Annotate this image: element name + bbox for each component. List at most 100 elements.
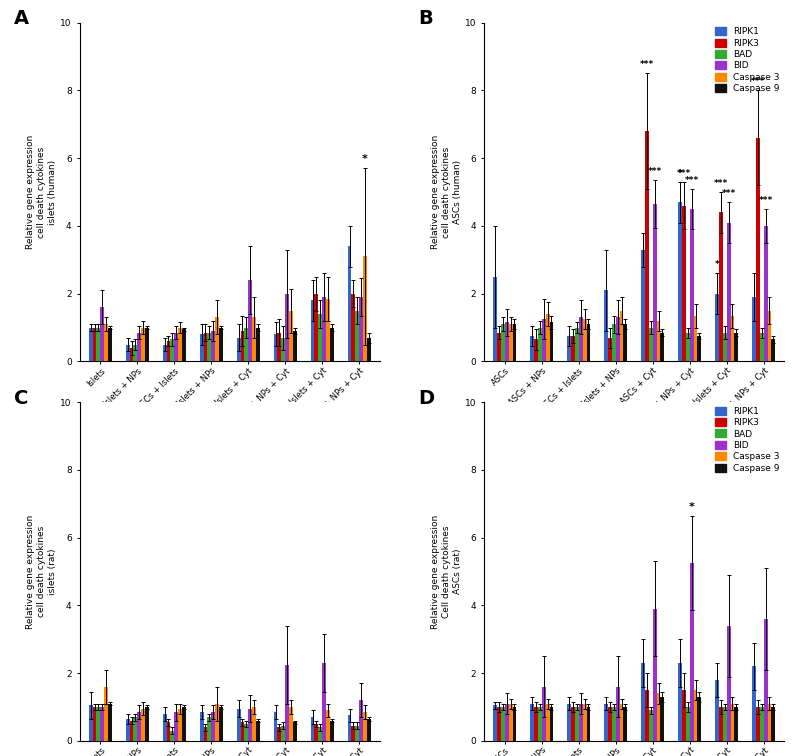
Bar (170, 339, 174, 361)
Bar (104, 324, 108, 361)
Bar (542, 319, 546, 361)
Bar (282, 726, 286, 741)
Bar (767, 311, 771, 361)
Bar (726, 626, 730, 741)
Bar (661, 697, 664, 741)
Bar (237, 708, 241, 741)
Bar (97, 707, 100, 741)
Bar (130, 720, 134, 741)
Bar (657, 693, 661, 741)
Bar (620, 311, 623, 361)
Bar (616, 686, 620, 741)
Bar (326, 711, 330, 741)
Legend: RIPK1, RIPK3, BAD, BID, Caspase 3, Caspase 9: RIPK1, RIPK3, BAD, BID, Caspase 3, Caspa… (711, 403, 783, 476)
Bar (682, 690, 686, 741)
Bar (571, 707, 575, 741)
Bar (138, 712, 142, 741)
Bar (174, 712, 178, 741)
Bar (764, 619, 767, 741)
Bar (108, 327, 112, 361)
Bar (734, 707, 738, 741)
Y-axis label: Relative gene expression
Cell death cytokines
ASCs (rat): Relative gene expression Cell death cyto… (430, 514, 462, 629)
Bar (653, 204, 657, 361)
Bar (170, 731, 174, 741)
Bar (211, 331, 215, 361)
Bar (722, 707, 726, 741)
Bar (174, 333, 178, 361)
Bar (318, 727, 322, 741)
Bar (145, 327, 149, 361)
Bar (207, 333, 211, 361)
Text: ***: *** (750, 77, 765, 86)
Bar (219, 707, 223, 741)
Bar (534, 707, 538, 741)
Bar (501, 324, 505, 361)
Bar (497, 333, 501, 361)
Bar (756, 138, 760, 361)
Bar (182, 707, 186, 741)
Bar (623, 707, 627, 741)
Bar (363, 712, 367, 741)
Bar (730, 704, 734, 741)
Bar (538, 707, 542, 741)
Bar (645, 690, 649, 741)
Bar (534, 339, 538, 361)
Bar (351, 293, 355, 361)
Bar (97, 327, 100, 361)
Bar (178, 327, 182, 361)
Bar (608, 707, 612, 741)
Bar (355, 726, 359, 741)
Bar (752, 297, 756, 361)
Bar (89, 327, 93, 361)
Bar (546, 704, 550, 741)
Bar (330, 720, 334, 741)
Text: ***: *** (640, 60, 654, 70)
Bar (550, 707, 554, 741)
Bar (322, 297, 326, 361)
Text: ***: *** (714, 179, 728, 188)
Bar (690, 563, 694, 741)
Text: ***: *** (677, 169, 691, 178)
Bar (578, 318, 582, 361)
Bar (682, 206, 686, 361)
Bar (575, 707, 578, 741)
Bar (293, 331, 297, 361)
Bar (203, 727, 207, 741)
Bar (219, 327, 223, 361)
Bar (138, 333, 142, 361)
Bar (248, 280, 252, 361)
Text: D: D (418, 389, 434, 407)
Bar (367, 338, 371, 361)
Bar (734, 333, 738, 361)
Bar (505, 704, 509, 741)
Bar (719, 707, 722, 741)
Bar (278, 333, 282, 361)
Bar (653, 609, 657, 741)
Bar (166, 341, 170, 361)
Y-axis label: Relative gene expression
cell death cytokines
islets (rat): Relative gene expression cell death cyto… (26, 514, 58, 629)
Bar (182, 330, 186, 361)
Bar (752, 666, 756, 741)
Bar (310, 717, 314, 741)
Bar (771, 339, 775, 361)
Bar (244, 327, 248, 361)
Bar (571, 336, 575, 361)
Bar (686, 707, 690, 741)
Bar (513, 324, 517, 361)
Bar (690, 209, 694, 361)
Bar (314, 724, 318, 741)
Bar (241, 722, 244, 741)
Bar (200, 334, 203, 361)
Bar (310, 300, 314, 361)
Bar (509, 704, 513, 741)
Bar (162, 714, 166, 741)
Y-axis label: Relative gene expression
cell death cytokines
ASCs (human): Relative gene expression cell death cyto… (430, 135, 462, 249)
Bar (359, 297, 363, 361)
Bar (550, 323, 554, 361)
Bar (256, 327, 260, 361)
Bar (145, 707, 149, 741)
Bar (501, 707, 505, 741)
Bar (612, 324, 616, 361)
Bar (126, 345, 130, 361)
Text: *: * (714, 260, 719, 269)
